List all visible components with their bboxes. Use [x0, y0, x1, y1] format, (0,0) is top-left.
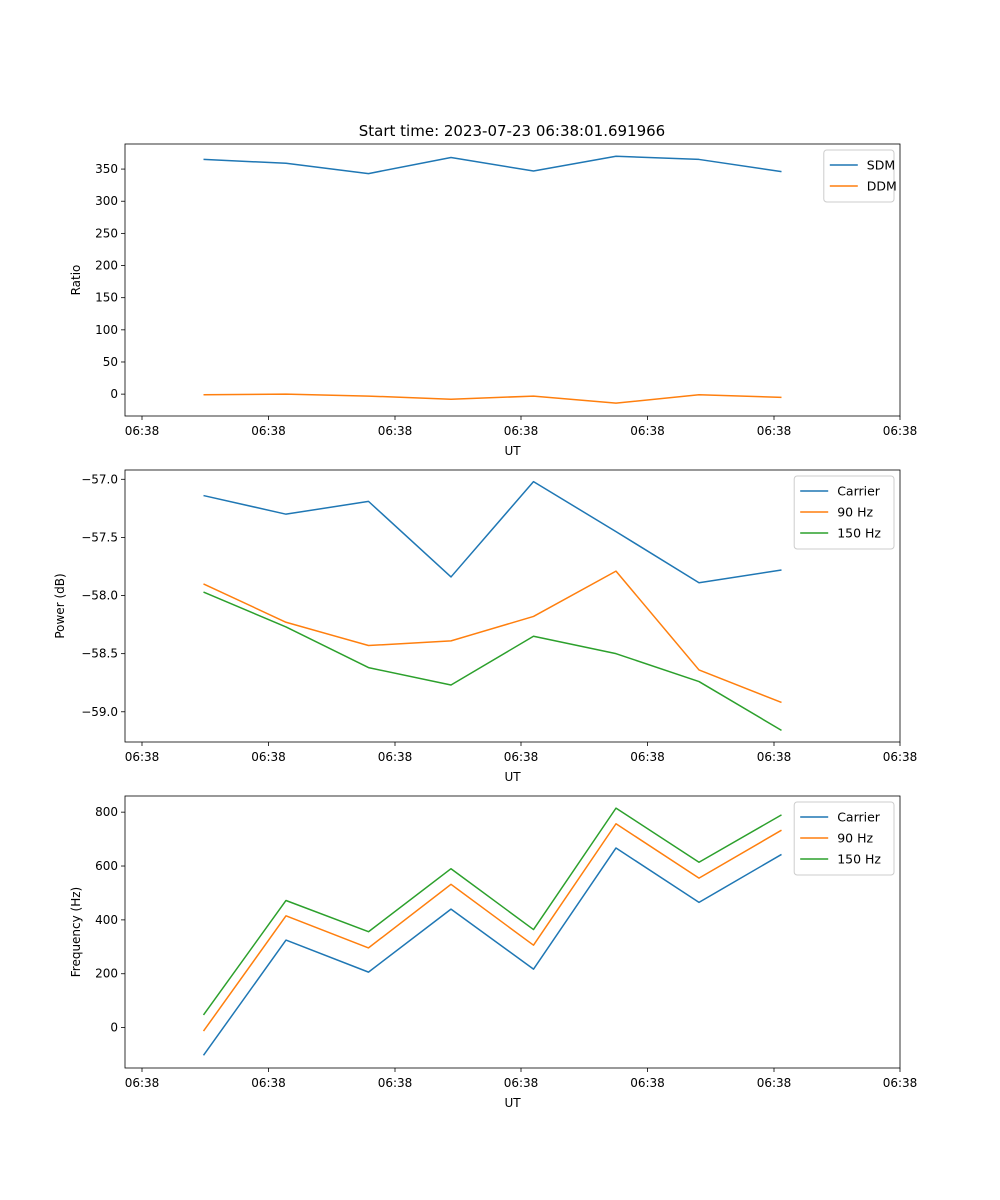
legend-entry: DDM: [867, 179, 897, 194]
legend-box: [793, 475, 895, 550]
plot-frame: [124, 143, 901, 417]
x-tick-label: 06:38: [125, 1076, 160, 1090]
x-tick-label: 06:38: [630, 1076, 665, 1090]
y-tick-label: −59.0: [81, 705, 118, 719]
x-tick-label: 06:38: [251, 424, 286, 438]
series-line-90-hz: [203, 570, 782, 704]
series-line-carrier: [202, 847, 782, 1056]
x-tick-label: 06:38: [125, 750, 160, 764]
series-line-carrier: [203, 480, 782, 584]
x-tick-label: 06:38: [757, 750, 792, 764]
series-line-150-hz: [202, 807, 782, 1016]
chart-1: 06:38 06:38 06:38 06:38 06:38 06:38 06:38 0 50 10…: [69, 143, 918, 458]
charts: 06:38 06:38 06:38 06:38 06:38 06:38 06:38 0 50 10…: [53, 143, 918, 1110]
chart-2: 06:38 06:38 06:38 06:38 06:38 06:38 06:38 −59.0…: [53, 469, 918, 784]
x-tick-label: 06:38: [630, 424, 665, 438]
legend-entry: 150 Hz: [837, 852, 881, 867]
y-tick-label: 600: [95, 859, 118, 873]
x-axis-label: UT: [504, 1096, 521, 1110]
x-tick-label: 06:38: [883, 1076, 918, 1090]
y-tick-label: 200: [95, 967, 118, 981]
y-tick-label: 300: [95, 194, 118, 208]
y-tick-label: 350: [95, 162, 118, 176]
x-axis-label: UT: [504, 444, 521, 458]
legend-entry: 90 Hz: [837, 831, 873, 846]
y-tick-label: 400: [95, 913, 118, 927]
x-tick-label: 06:38: [757, 1076, 792, 1090]
y-axis-label: Power (dB): [53, 573, 67, 638]
series-line-ddm: [203, 393, 782, 404]
x-tick-label: 06:38: [883, 750, 918, 764]
y-tick-label: 250: [95, 226, 118, 240]
x-tick-label: 06:38: [378, 424, 413, 438]
legend-entry: Carrier: [837, 810, 881, 825]
x-tick-label: 06:38: [504, 424, 539, 438]
legend-box: [793, 801, 895, 876]
x-tick-label: 06:38: [251, 1076, 286, 1090]
y-axis-label: Frequency (Hz): [69, 887, 83, 978]
legend: SDM DDM: [823, 149, 897, 203]
y-tick-label: 150: [95, 291, 118, 305]
legend-entry: Carrier: [837, 484, 881, 499]
y-tick-label: −57.5: [81, 530, 118, 544]
y-tick-label: 800: [95, 805, 118, 819]
legend: Carrier 90 Hz 150 Hz: [793, 475, 895, 550]
y-tick-label: 50: [103, 355, 118, 369]
y-tick-label: 0: [110, 387, 118, 401]
y-tick-label: 100: [95, 323, 118, 337]
x-tick-label: 06:38: [504, 1076, 539, 1090]
legend-box: [823, 149, 895, 203]
series-line-150-hz: [203, 591, 782, 732]
y-tick-label: 0: [110, 1021, 118, 1035]
x-tick-label: 06:38: [757, 424, 792, 438]
legend-entry: 150 Hz: [837, 526, 881, 541]
y-tick-label: −58.5: [81, 647, 118, 661]
x-tick-label: 06:38: [883, 424, 918, 438]
series-line-sdm: [203, 155, 782, 175]
x-tick-label: 06:38: [251, 750, 286, 764]
x-axis-label: UT: [504, 770, 521, 784]
series-line-90-hz: [202, 822, 782, 1032]
x-tick-label: 06:38: [630, 750, 665, 764]
plot-frame: [124, 469, 901, 743]
legend: Carrier 90 Hz 150 Hz: [793, 801, 895, 876]
x-tick-label: 06:38: [378, 750, 413, 764]
chart-3: 06:38 06:38 06:38 06:38 06:38 06:38 06:38 0 200 4…: [69, 795, 918, 1110]
y-tick-label: −58.0: [81, 589, 118, 603]
figure-title: Start time: 2023-07-23 06:38:01.691966: [359, 122, 665, 140]
x-tick-label: 06:38: [378, 1076, 413, 1090]
x-tick-label: 06:38: [504, 750, 539, 764]
legend-entry: SDM: [867, 158, 895, 173]
x-tick-label: 06:38: [125, 424, 160, 438]
plot-frame: [124, 795, 901, 1069]
y-tick-label: 200: [95, 259, 118, 273]
y-tick-label: −57.0: [81, 472, 118, 486]
y-axis-label: Ratio: [69, 265, 83, 296]
legend-entry: 90 Hz: [837, 505, 873, 520]
